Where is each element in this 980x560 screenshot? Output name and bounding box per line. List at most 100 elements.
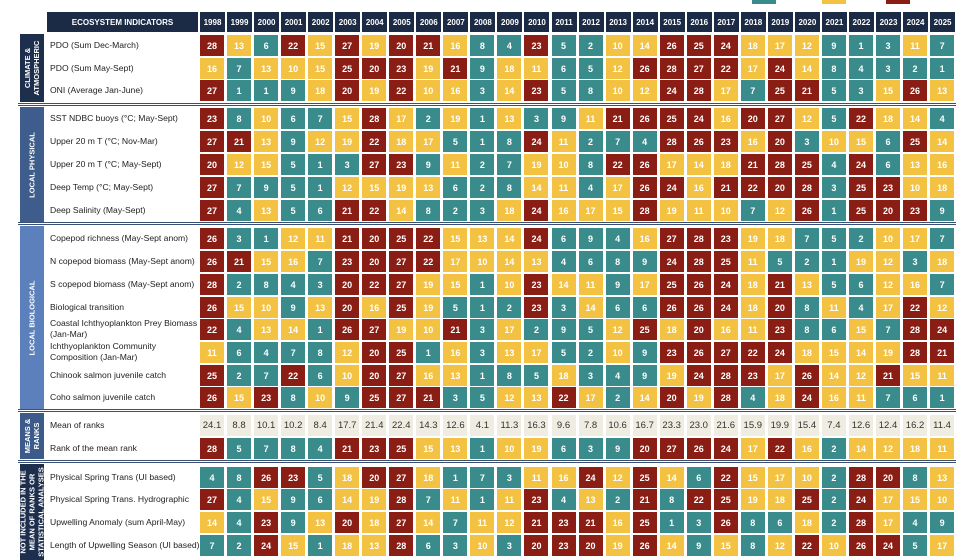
rank-cell: 14 [848, 342, 873, 363]
rank-cell: 28 [903, 319, 928, 340]
rank-cell: 25 [362, 387, 387, 408]
rank-cell: 20 [362, 342, 387, 363]
rank-cell: 19 [524, 438, 549, 459]
rank-cell: 2 [821, 512, 846, 533]
rank-cell: 9 [470, 58, 495, 79]
rank-cell: 18 [903, 438, 928, 459]
rank-cell: 17 [767, 467, 792, 488]
rank-cell: 10 [713, 200, 738, 221]
rank-cell: 9 [632, 342, 657, 363]
rank-cell: 20 [335, 512, 360, 533]
rank-cell: 13 [443, 438, 468, 459]
rank-cell: 4 [308, 438, 333, 459]
rank-cell: 7 [876, 387, 900, 408]
rank-cell: 24 [524, 131, 549, 152]
rank-cell: 12 [794, 108, 819, 129]
rank-cell: 1 [659, 512, 684, 533]
rank-cell: 20 [362, 365, 387, 386]
mean-value-cell: 22.4 [389, 415, 414, 436]
rank-cell: 13 [497, 342, 522, 363]
mean-value-cell: 21.6 [713, 415, 738, 436]
rank-cell: 25 [848, 177, 873, 198]
rank-cell: 7 [470, 467, 495, 488]
rank-cell: 5 [524, 365, 549, 386]
rank-cell: 18 [659, 319, 684, 340]
rank-cell: 10 [794, 467, 819, 488]
rank-cell: 25 [903, 131, 928, 152]
rank-cell: 12 [308, 131, 333, 152]
rank-cell: 5 [821, 80, 846, 101]
rank-cell: 15 [821, 342, 846, 363]
year-header: 2018 [740, 12, 766, 32]
rank-cell: 21 [416, 387, 441, 408]
rank-cell: 20 [362, 228, 387, 249]
rank-cell: 26 [632, 535, 657, 556]
rank-cell: 17 [713, 80, 738, 101]
rank-cell: 2 [524, 319, 549, 340]
rank-cell: 19 [876, 342, 900, 363]
rank-cell: 22 [794, 535, 819, 556]
rank-cell: 13 [254, 131, 279, 152]
rank-cell: 23 [254, 512, 279, 533]
rank-cell: 20 [876, 467, 900, 488]
rank-cell: 14 [335, 489, 360, 510]
section-divider [18, 462, 956, 463]
legend-swatch-high [886, 0, 910, 4]
legend-swatch-low [752, 0, 776, 4]
rank-cell: 16 [605, 512, 630, 533]
rank-cell: 11 [551, 131, 576, 152]
rank-cell: 15 [416, 438, 441, 459]
mean-value-cell: 7.4 [821, 415, 846, 436]
rank-cell: 10 [335, 365, 360, 386]
rank-cell: 19 [686, 387, 711, 408]
rank-cell: 3 [876, 58, 900, 79]
indicator-name: Upwelling Anomaly (sum April-May) [50, 516, 186, 527]
rank-cell: 3 [443, 535, 468, 556]
rank-cell: 11 [848, 387, 873, 408]
rank-cell: 9 [632, 251, 657, 272]
rank-cell: 6 [416, 535, 441, 556]
rank-cell: 18 [551, 365, 576, 386]
rank-cell: 28 [686, 80, 711, 101]
rank-cell: 5 [227, 438, 252, 459]
rank-cell: 13 [497, 108, 522, 129]
rank-cell: 13 [416, 177, 441, 198]
year-header: 2019 [767, 12, 793, 32]
rank-cell: 21 [713, 177, 738, 198]
rank-cell: 1 [416, 342, 441, 363]
rank-cell: 12 [335, 342, 360, 363]
rank-cell: 8 [740, 535, 765, 556]
rank-cell: 15 [227, 297, 252, 318]
rank-cell: 12 [767, 200, 792, 221]
rank-cell: 26 [659, 35, 684, 56]
rank-cell: 23 [362, 438, 387, 459]
rank-cell: 22 [281, 365, 306, 386]
rank-cell: 8 [740, 512, 765, 533]
rank-cell: 6 [767, 512, 792, 533]
rank-cell: 19 [740, 489, 765, 510]
rank-cell: 4 [930, 108, 955, 129]
rank-cell: 3 [686, 512, 711, 533]
rank-cell: 4 [551, 489, 576, 510]
year-header: 2016 [686, 12, 712, 32]
rank-cell: 1 [470, 274, 495, 295]
rank-cell: 15 [848, 319, 873, 340]
rank-cell: 8 [227, 108, 252, 129]
indicator-name: Rank of the mean rank [50, 442, 137, 453]
rank-cell: 24 [767, 342, 792, 363]
group-label-text: CLIMATE & ATMOSPHERIC [23, 40, 41, 96]
rank-cell: 8 [794, 319, 819, 340]
rank-cell: 25 [794, 154, 819, 175]
year-header: 2010 [524, 12, 550, 32]
rank-cell: 13 [443, 365, 468, 386]
rank-cell: 15 [362, 177, 387, 198]
rank-cell: 17 [740, 58, 765, 79]
rank-cell: 1 [470, 297, 495, 318]
rank-cell: 3 [470, 342, 495, 363]
rank-cell: 16 [551, 467, 576, 488]
year-header: 2017 [713, 12, 739, 32]
rank-cell: 9 [254, 177, 279, 198]
rank-cell: 20 [362, 251, 387, 272]
rank-cell: 15 [308, 58, 333, 79]
rank-cell: 19 [848, 251, 873, 272]
